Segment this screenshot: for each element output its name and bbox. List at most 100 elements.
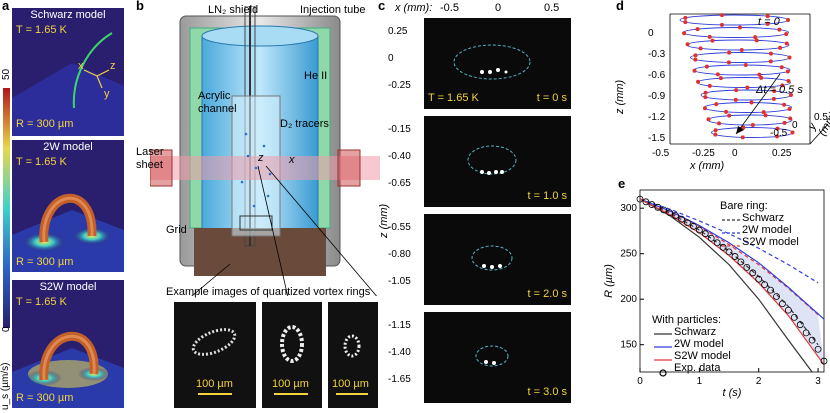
exp-data-point (678, 215, 685, 223)
trajectory-point (745, 85, 750, 90)
exp-data-point (808, 336, 816, 344)
trajectory-point (703, 95, 708, 100)
exp-data-point (737, 258, 745, 266)
exp-data-point (784, 306, 792, 314)
trajectory-point (704, 64, 709, 69)
panel-d-x-tick: -0.25 (692, 148, 715, 159)
trajectory-point (780, 83, 785, 88)
trajectory-point (753, 35, 758, 40)
panel-d-x-tick: 0.25 (772, 148, 792, 159)
legend-bare-s2w: S2W model (742, 236, 799, 248)
trajectory-point (741, 125, 746, 130)
2w-model-tile: 2W model T = 1.65 K R = 300 µm (12, 140, 124, 272)
trajectory-point (750, 122, 755, 127)
trajectory-point (726, 60, 731, 65)
frame-t1-time: t = 1.0 s (527, 190, 567, 202)
trajectory-point (784, 31, 789, 36)
panel-d-z-tick: -1.5 (648, 133, 666, 144)
exp-data-point (755, 275, 763, 283)
ln2-shield-label: LN₂ shield (208, 4, 259, 16)
trajectory-point (771, 96, 776, 101)
trajectory-point (784, 41, 789, 46)
exp-data-point (719, 243, 727, 251)
trajectory-point (734, 88, 739, 93)
trajectory-point (715, 72, 720, 77)
trajectory-point (683, 20, 688, 25)
trajectory-point (733, 97, 738, 102)
trajectory-point (765, 21, 770, 26)
exp-data-point (690, 223, 697, 230)
frame-t3-time: t = 3.0 s (527, 386, 567, 398)
x-tick-label: 2 (756, 376, 762, 387)
legend-bare: Bare ring: Schwarz 2W model S2W model (720, 200, 830, 248)
acrylic-label-1: Acrylic (198, 90, 231, 102)
exp-data-point (814, 345, 822, 353)
trajectory-point (749, 100, 754, 105)
panel-c-z-tick: -0.80 (388, 249, 411, 260)
panel-e-label: e (618, 176, 626, 191)
legend-part-title: With particles: (652, 314, 722, 326)
panel-d-x-label: x (mm) (690, 160, 725, 172)
trajectory-point (787, 107, 792, 112)
panel-d-y-tick: 0 (792, 120, 798, 131)
radius-vs-time-chart: 0 1 2 3 150 200 250 300 t (s) R (µm) (603, 189, 828, 399)
trajectory-point (719, 22, 724, 27)
trajectory-point (788, 93, 793, 98)
d2-tracers-label: D₂ tracers (280, 118, 329, 130)
exp-data-point (648, 201, 656, 208)
exp-data-point (695, 226, 703, 234)
trajectory-point (682, 31, 687, 36)
injection-tube-label: Injection tube (300, 4, 366, 16)
panel-c-x-tick-2: 0 (495, 2, 502, 14)
trajectory-point (761, 110, 766, 115)
exp-data-point (796, 321, 804, 329)
s2w-model-tile: S2W model T = 1.65 K R = 300 µm (12, 280, 124, 408)
panel-c-z-tick: 0 (388, 53, 394, 64)
trajectory-point (707, 34, 712, 39)
frame-t2: t = 2.0 s (424, 214, 571, 305)
colorbar-min: 0 (1, 326, 12, 332)
trajectory-point (754, 38, 759, 43)
frame-t0-time: t = 0 s (536, 92, 567, 104)
exp-data-point (707, 234, 715, 242)
trajectory-point (782, 102, 787, 107)
trajectory-point (695, 27, 700, 32)
trajectory-point (743, 63, 748, 68)
panel-d-x-tick: -0.5 (652, 148, 670, 159)
trajectory-point (713, 128, 718, 133)
exp-data-point (684, 219, 691, 227)
cryostat-schematic (150, 6, 380, 296)
ring-trajectory-3d (669, 13, 828, 145)
y-tick-label: 250 (620, 249, 637, 260)
exp-data-point (761, 281, 769, 289)
panel-d-t0: t = 0 (758, 16, 780, 28)
panel-d-z-tick: -0.9 (648, 91, 666, 102)
trajectory-point (786, 79, 791, 84)
panel-c-z-tick: -0.65 (388, 178, 411, 189)
2w-velocity-field (12, 193, 124, 272)
grid-label: Grid (166, 224, 187, 236)
trajectory-point (779, 65, 784, 70)
trajectory-rings (679, 13, 795, 140)
panel-d-z-tick: -0.6 (648, 70, 666, 81)
trajectory-point (777, 27, 782, 32)
scalebar-label-2: 100 µm (272, 378, 309, 390)
trajectory-point (693, 57, 698, 62)
frame-t0: T = 1.65 K t = 0 s (424, 18, 571, 109)
panel-d-z-tick: 0 (648, 28, 654, 39)
panel-c-z-tick: 0.25 (388, 26, 408, 37)
x-tick-label: 0 (637, 376, 643, 387)
2w-title: 2W model (43, 141, 93, 153)
panel-b-label: b (136, 0, 144, 13)
s2w-title: S2W model (39, 281, 97, 293)
trajectory-point (763, 113, 768, 118)
trajectory-point (739, 47, 744, 52)
schwarz-axis-x: x (78, 60, 84, 72)
schwarz-axis-z: z (110, 60, 116, 72)
2w-radius: R = 300 µm (16, 256, 74, 268)
panel-c-z-tick: -0.40 (388, 151, 411, 162)
laser-label-2: sheet (136, 159, 163, 171)
schwarz-title: Schwarz model (30, 9, 106, 21)
trajectory-point (775, 134, 780, 139)
vortex-ring-image-3: 100 µm (328, 302, 378, 408)
